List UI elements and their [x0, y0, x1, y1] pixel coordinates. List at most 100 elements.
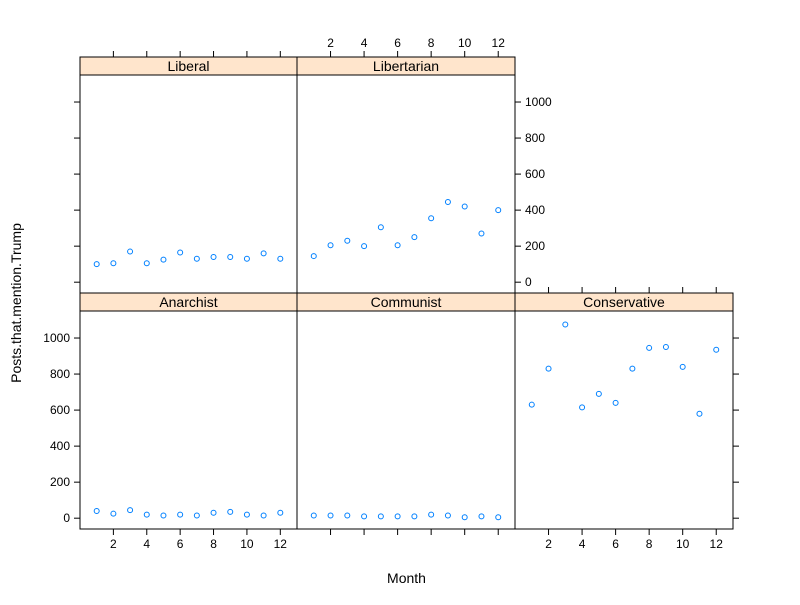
x-tick-label: 12: [274, 537, 288, 551]
data-point: [394, 513, 401, 520]
strip-label-liberal: Liberal: [167, 58, 209, 74]
y-tick-label: 0: [63, 511, 70, 525]
x-tick-label: 4: [579, 537, 586, 551]
data-point: [662, 344, 669, 351]
data-point: [177, 511, 184, 518]
y-tick-label: 200: [525, 239, 545, 253]
panel-liberal: Liberal: [79, 56, 298, 294]
x-tick-label: 12: [710, 537, 724, 551]
data-point: [461, 203, 468, 210]
data-point: [243, 511, 250, 518]
y-tick-label: 600: [50, 403, 70, 417]
data-point: [646, 344, 653, 351]
x-tick-label: 6: [394, 36, 401, 50]
x-tick-label: 4: [143, 537, 150, 551]
data-point: [545, 365, 552, 372]
data-point: [428, 511, 435, 518]
data-point: [210, 253, 217, 260]
y-tick-label: 800: [525, 131, 545, 145]
data-point: [444, 199, 451, 206]
x-tick-label: 6: [612, 537, 619, 551]
y-tick-label: 400: [525, 203, 545, 217]
y-tick-label: 400: [50, 439, 70, 453]
panel-anarchist: Anarchist: [79, 292, 298, 530]
data-point: [260, 250, 267, 257]
data-point: [495, 514, 502, 521]
data-point: [160, 512, 167, 519]
plot-frame-conservative: [514, 310, 734, 530]
x-tick-label: 10: [458, 36, 472, 50]
data-point: [377, 513, 384, 520]
y-tick-label: 1000: [43, 331, 70, 345]
data-point: [428, 215, 435, 222]
strip-label-libertarian: Libertarian: [373, 58, 439, 74]
data-point: [310, 253, 317, 260]
data-point: [227, 253, 234, 260]
x-tick-label: 8: [428, 36, 435, 50]
data-point: [595, 390, 602, 397]
panel-libertarian: Libertarian: [296, 56, 516, 294]
data-point: [444, 512, 451, 519]
plot-frame-anarchist: [79, 310, 298, 530]
data-point: [327, 512, 334, 519]
data-point: [193, 512, 200, 519]
data-point: [495, 207, 502, 214]
data-point: [277, 509, 284, 516]
data-point: [478, 230, 485, 237]
data-point: [361, 513, 368, 520]
y-tick-label: 800: [50, 367, 70, 381]
x-tick-label: 8: [210, 537, 217, 551]
y-tick-label: 600: [525, 167, 545, 181]
plot-frame-communist: [296, 310, 516, 530]
x-tick-label: 4: [361, 36, 368, 50]
y-axis-title: Posts.that.mention.Trump: [8, 223, 24, 383]
x-axis-title: Month: [387, 570, 426, 586]
plot-frame-liberal: [79, 74, 298, 294]
panels-layer: Liberal Libertarian Anarchist Communist Cons…: [79, 56, 734, 530]
data-point: [377, 224, 384, 231]
data-point: [679, 363, 686, 370]
x-tick-label: 2: [110, 537, 117, 551]
data-point: [344, 512, 351, 519]
data-point: [93, 261, 100, 268]
x-tick-label: 8: [646, 537, 653, 551]
data-point: [310, 512, 317, 519]
y-tick-label: 0: [525, 275, 532, 289]
x-tick-label: 6: [177, 537, 184, 551]
data-point: [277, 255, 284, 262]
y-tick-label: 1000: [525, 95, 552, 109]
data-point: [193, 255, 200, 262]
data-point: [110, 260, 117, 267]
data-point: [461, 514, 468, 521]
x-tick-label: 10: [240, 537, 254, 551]
data-point: [344, 237, 351, 244]
data-point: [361, 243, 368, 250]
data-point: [143, 511, 150, 518]
plot-frame-libertarian: [296, 74, 516, 294]
axes-layer: 2 4 6 8 10 12 2 4 6 8 10 12 2 4 6 8 10 12 0 200 400 600 800 100…: [43, 36, 739, 551]
data-point: [110, 510, 117, 517]
data-point: [210, 509, 217, 516]
x-tick-label: 12: [492, 36, 506, 50]
data-point: [696, 410, 703, 417]
data-point: [93, 507, 100, 514]
data-point: [227, 508, 234, 515]
data-point: [411, 234, 418, 241]
data-point: [143, 260, 150, 267]
data-point: [478, 513, 485, 520]
data-point: [260, 512, 267, 519]
strip-label-communist: Communist: [371, 294, 442, 310]
strip-label-anarchist: Anarchist: [159, 294, 217, 310]
data-point: [327, 242, 334, 249]
data-point: [629, 365, 636, 372]
x-tick-label: 2: [545, 537, 552, 551]
x-tick-label: 2: [327, 36, 334, 50]
data-point: [579, 404, 586, 411]
strip-label-conservative: Conservative: [583, 294, 665, 310]
panel-communist: Communist: [296, 292, 516, 530]
data-point: [127, 507, 134, 514]
data-point: [394, 242, 401, 249]
data-point: [411, 513, 418, 520]
